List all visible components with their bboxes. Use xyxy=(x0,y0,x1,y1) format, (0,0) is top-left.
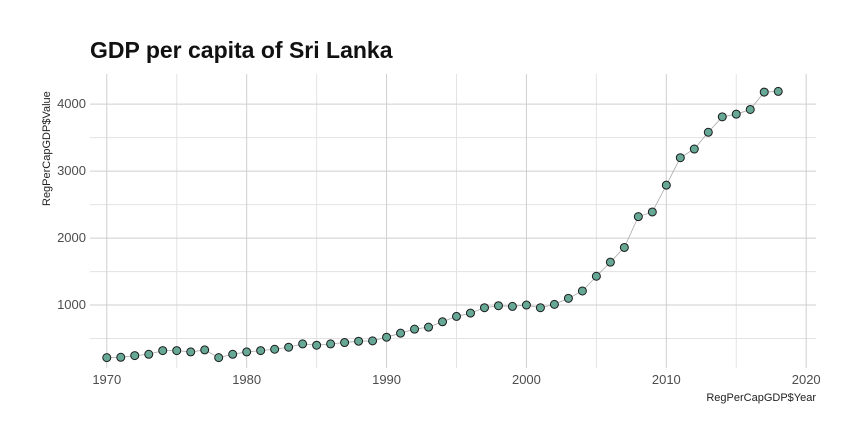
x-tick-label: 2000 xyxy=(512,372,541,387)
data-point xyxy=(661,180,671,190)
data-point xyxy=(647,207,657,217)
data-point xyxy=(731,109,741,119)
x-tick-label: 2010 xyxy=(652,372,681,387)
data-point xyxy=(675,153,685,163)
y-axis-label: RegPerCapGDP$Value xyxy=(41,91,53,206)
data-point xyxy=(382,332,392,342)
data-point xyxy=(214,353,224,363)
data-point xyxy=(521,300,531,310)
x-tick-label: 1990 xyxy=(372,372,401,387)
data-point xyxy=(493,301,503,311)
data-point xyxy=(577,286,587,296)
data-point xyxy=(172,346,182,356)
data-point xyxy=(102,353,112,363)
data-point xyxy=(270,344,280,354)
data-point xyxy=(633,212,643,222)
data-point xyxy=(773,86,783,96)
chart-title: GDP per capita of Sri Lanka xyxy=(90,37,393,63)
y-tick-label: 1000 xyxy=(57,297,86,312)
data-point xyxy=(228,349,238,359)
data-point xyxy=(368,336,378,346)
data-point xyxy=(563,293,573,303)
data-point xyxy=(200,345,210,355)
data-point xyxy=(326,339,336,349)
grid xyxy=(90,74,816,368)
x-axis-ticks: 1970 1980 1990 2000 2010 2020 xyxy=(92,372,820,387)
data-point xyxy=(717,112,727,122)
data-point xyxy=(424,322,434,332)
data-points xyxy=(102,86,783,363)
data-point xyxy=(479,303,489,313)
y-axis-ticks: 1000 2000 3000 4000 xyxy=(57,96,86,312)
data-point xyxy=(340,338,350,348)
x-tick-label: 1980 xyxy=(232,372,261,387)
x-axis-label: RegPerCapGDP$Year xyxy=(706,392,816,404)
data-point xyxy=(689,144,699,154)
data-point xyxy=(256,346,266,356)
data-point xyxy=(745,104,755,114)
data-point xyxy=(130,351,140,361)
data-point xyxy=(144,349,154,359)
data-point xyxy=(605,257,615,267)
data-point xyxy=(759,87,769,97)
data-point xyxy=(186,347,196,357)
data-point xyxy=(312,340,322,350)
data-point xyxy=(549,299,559,309)
data-point xyxy=(619,242,629,252)
data-point xyxy=(451,311,461,321)
data-point xyxy=(158,346,168,356)
data-point xyxy=(354,336,364,346)
data-point xyxy=(703,127,713,137)
data-point xyxy=(410,324,420,334)
data-point xyxy=(298,339,308,349)
data-point xyxy=(116,352,126,362)
data-point xyxy=(242,347,252,357)
data-point xyxy=(507,301,517,311)
y-tick-label: 2000 xyxy=(57,230,86,245)
data-point xyxy=(465,308,475,318)
data-point xyxy=(284,342,294,352)
data-point xyxy=(396,328,406,338)
data-point xyxy=(438,317,448,327)
y-tick-label: 4000 xyxy=(57,96,86,111)
x-tick-label: 1970 xyxy=(92,372,121,387)
y-tick-label: 3000 xyxy=(57,163,86,178)
x-tick-label: 2020 xyxy=(792,372,821,387)
data-point xyxy=(535,303,545,313)
data-point xyxy=(591,271,601,281)
